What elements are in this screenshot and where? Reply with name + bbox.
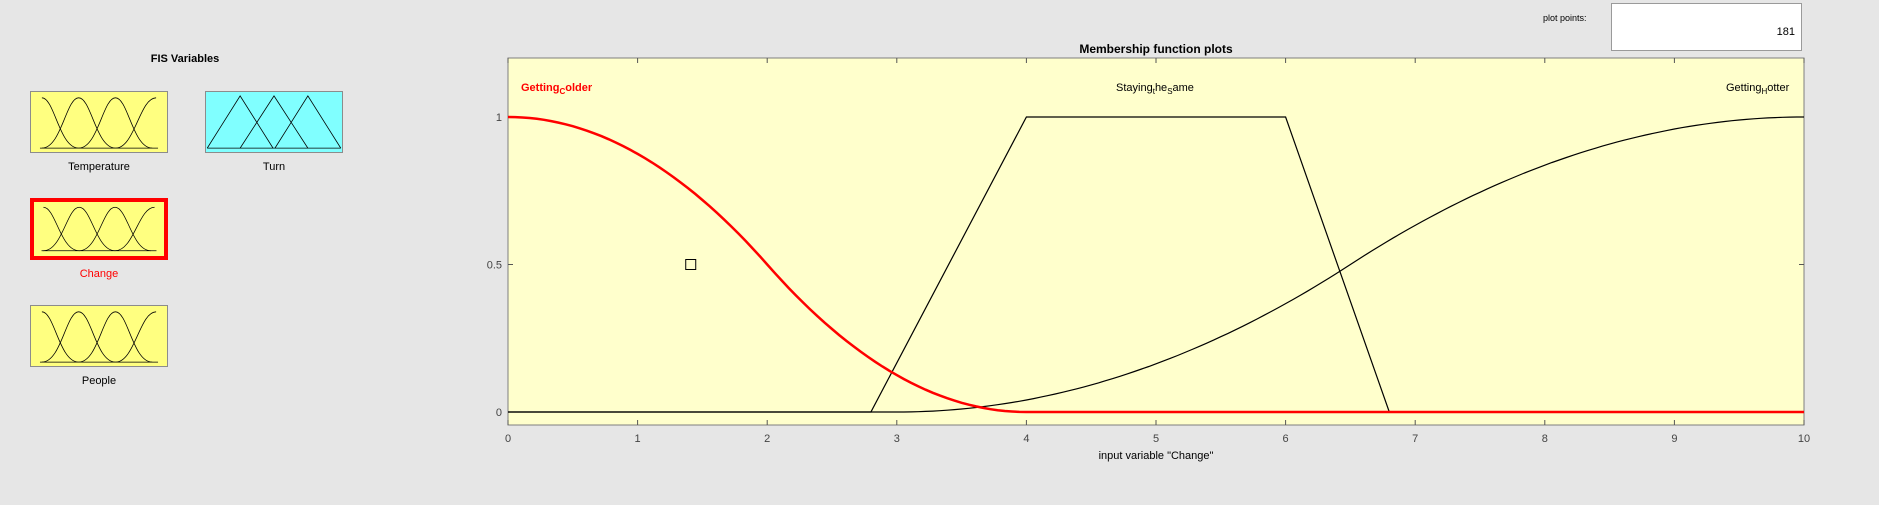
plot-title: Membership function plots (1079, 42, 1233, 56)
gaussian-mf-icon (39, 97, 159, 149)
gaussian-mf-icon (39, 311, 159, 363)
x-tick-label: 4 (1023, 433, 1029, 445)
x-tick-label: 5 (1153, 433, 1159, 445)
variable-turn-label: Turn (262, 161, 286, 173)
x-tick-label: 2 (764, 433, 770, 445)
variable-change-icon[interactable] (30, 198, 168, 260)
y-tick-label: 1 (496, 112, 502, 124)
variable-temperature-label: Temperature (68, 161, 130, 173)
y-tick-label: 0 (496, 407, 502, 419)
variable-change-label: Change (79, 268, 119, 280)
x-tick-label: 0 (505, 433, 511, 445)
x-tick-label: 8 (1542, 433, 1548, 445)
x-axis-label: input variable "Change" (1098, 450, 1214, 462)
mf-drag-handle[interactable] (685, 259, 697, 270)
mf-label-staying-the-same[interactable]: StayingtheSame (1116, 82, 1194, 96)
variable-people-icon[interactable] (30, 305, 168, 367)
mf-curve-gettinghotter[interactable] (508, 116, 1804, 413)
variable-temperature-icon[interactable] (30, 91, 168, 153)
x-tick-label: 1 (635, 433, 641, 445)
y-tick-label: 0.5 (487, 260, 502, 272)
gaussian-mf-icon (41, 206, 157, 252)
mf-label-getting-hotter[interactable]: GettingHotter (1726, 82, 1790, 96)
variable-people-label: People (81, 375, 117, 387)
fis-variables-title: FIS Variables (150, 53, 220, 65)
plot-area (507, 57, 1805, 426)
x-tick-label: 7 (1412, 433, 1418, 445)
triangular-mf-icon (206, 95, 342, 149)
x-tick-label: 10 (1798, 433, 1810, 445)
plot-points-label: plot points: (1543, 13, 1587, 23)
x-tick-label: 9 (1671, 433, 1677, 445)
mf-label-getting-colder[interactable]: GettingColder (521, 82, 593, 96)
x-tick-label: 6 (1283, 433, 1289, 445)
mf-curve-gettingcolder[interactable] (507, 115, 1804, 414)
plot-points-input[interactable]: 181 (1611, 3, 1802, 51)
x-tick-label: 3 (894, 433, 900, 445)
variable-turn-icon[interactable] (205, 91, 343, 153)
